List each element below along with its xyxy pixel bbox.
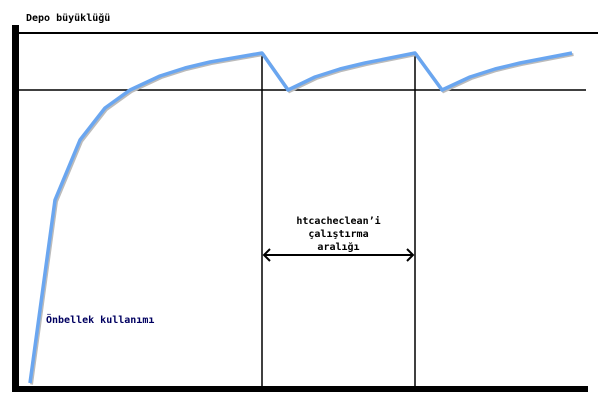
interval-label-line: çalıştırma [308,229,369,240]
y-axis-label: Depo büyüklüğü [26,13,111,24]
interval-label-line: aralığı [317,242,360,253]
interval-label: htcacheclean’i çalıştırma aralığı [262,215,415,254]
interval-label-line: htcacheclean’i [296,216,381,227]
cache-usage-curve [28,51,573,384]
y-axis [12,25,19,391]
interval-arrow [262,248,415,262]
curve-label: Önbellek kullanımı [46,315,155,326]
x-axis [12,386,588,392]
cache-usage-curve-shadow [30,52,574,385]
